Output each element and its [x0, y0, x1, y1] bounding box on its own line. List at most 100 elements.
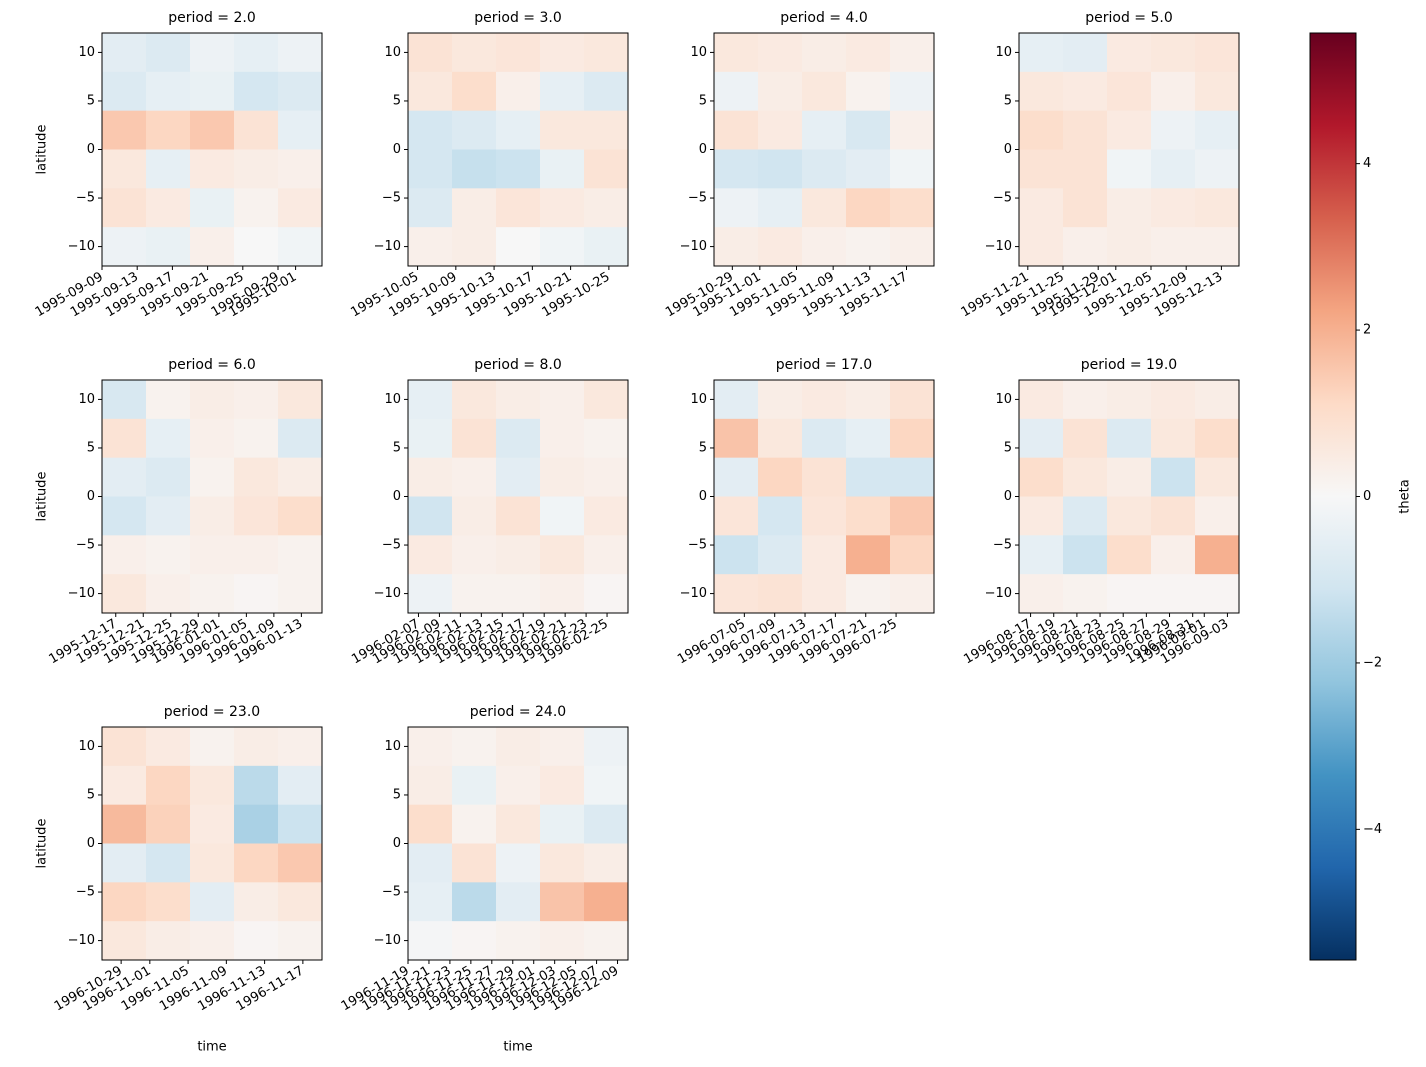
heat-cell	[802, 71, 847, 112]
heat-cell	[278, 882, 323, 922]
heat-cell	[452, 71, 497, 112]
heat-cell	[278, 110, 323, 150]
heat-cell	[408, 227, 453, 267]
y-tick-label: 5	[87, 93, 95, 108]
y-tick-label: 10	[384, 739, 401, 754]
heat-cell	[584, 33, 629, 73]
heat-cell	[146, 418, 191, 459]
heat-cell	[234, 804, 279, 844]
heat-cell	[1107, 574, 1152, 614]
heat-cell	[846, 71, 891, 112]
heat-cell	[452, 574, 497, 614]
heat-cell	[584, 882, 629, 922]
heat-cell	[452, 227, 497, 267]
y-tick-label: −5	[76, 538, 95, 553]
heat-cell	[1107, 457, 1152, 497]
heat-cell	[1107, 535, 1152, 575]
y-tick-label: −10	[680, 586, 707, 601]
heat-cell	[714, 457, 759, 497]
heat-cell	[1195, 33, 1240, 73]
y-tick-label: 0	[393, 142, 401, 157]
heat-cell	[452, 33, 497, 73]
colorbar-label: theta	[1398, 479, 1413, 513]
heat-cell	[452, 457, 497, 497]
heat-cell	[102, 496, 147, 536]
y-tick-label: 10	[995, 392, 1012, 407]
heat-cell	[278, 804, 323, 844]
heat-cell	[496, 574, 541, 614]
y-tick-label: −5	[382, 191, 401, 206]
heat-cell	[102, 149, 147, 189]
heat-cell	[1107, 496, 1152, 536]
heat-cell	[234, 535, 279, 575]
heat-cell	[234, 765, 279, 806]
heat-cell	[1151, 149, 1196, 189]
y-tick-label: 0	[699, 489, 707, 504]
heat-cell	[540, 882, 585, 922]
heat-cell	[234, 574, 279, 614]
heat-cell	[278, 227, 323, 267]
y-tick-label: 10	[78, 392, 95, 407]
y-tick-label: 10	[78, 739, 95, 754]
heat-cell	[890, 110, 935, 150]
heat-cell	[408, 574, 453, 614]
heat-cell	[278, 535, 323, 575]
heat-cell	[540, 804, 585, 844]
heat-cell	[102, 418, 147, 459]
heat-cell	[278, 33, 323, 73]
heat-cell	[496, 457, 541, 497]
heat-cell	[234, 457, 279, 497]
y-tick-label: −10	[985, 239, 1012, 254]
heat-cell	[584, 149, 629, 189]
heat-cell	[890, 535, 935, 575]
y-tick-label: 10	[995, 45, 1012, 60]
panel-title: period = 24.0	[470, 704, 566, 720]
heat-cell	[408, 843, 453, 883]
heat-cell	[890, 188, 935, 228]
heat-cell	[496, 843, 541, 883]
heat-cell	[146, 882, 191, 922]
heat-cell	[540, 188, 585, 228]
heat-cell	[890, 149, 935, 189]
heat-cell	[890, 227, 935, 267]
heat-cell	[102, 457, 147, 497]
heat-cell	[1195, 496, 1240, 536]
heat-cell	[758, 33, 803, 73]
heat-cell	[1019, 457, 1064, 497]
heat-cell	[1019, 418, 1064, 459]
heat-cell	[1019, 188, 1064, 228]
heat-cell	[102, 188, 147, 228]
heat-cell	[846, 380, 891, 420]
heat-cell	[452, 765, 497, 806]
heat-cell	[758, 496, 803, 536]
heat-cell	[408, 882, 453, 922]
y-axis-label: latitude	[35, 125, 50, 175]
heat-cell	[190, 457, 235, 497]
heat-cell	[234, 33, 279, 73]
heat-cell	[1151, 110, 1196, 150]
heat-cell	[146, 843, 191, 883]
heat-cell	[540, 921, 585, 961]
heat-cell	[1107, 149, 1152, 189]
heat-cell	[1151, 227, 1196, 267]
heat-cell	[190, 149, 235, 189]
heat-cell	[102, 804, 147, 844]
heat-cell	[758, 149, 803, 189]
colorbar	[1309, 32, 1357, 961]
heat-cell	[102, 535, 147, 575]
heat-cell	[102, 765, 147, 806]
heat-cell	[1107, 380, 1152, 420]
y-tick-label: 10	[78, 45, 95, 60]
heat-cell	[1063, 380, 1108, 420]
heat-cell	[146, 727, 191, 767]
heat-cell	[714, 535, 759, 575]
heat-cell	[758, 71, 803, 112]
heat-cell	[846, 496, 891, 536]
y-tick-label: −5	[76, 191, 95, 206]
heat-cell	[278, 457, 323, 497]
heat-cell	[496, 921, 541, 961]
colorbar-tick-label: 2	[1363, 323, 1371, 338]
heat-cell	[802, 380, 847, 420]
heat-cell	[496, 71, 541, 112]
heat-cell	[496, 380, 541, 420]
